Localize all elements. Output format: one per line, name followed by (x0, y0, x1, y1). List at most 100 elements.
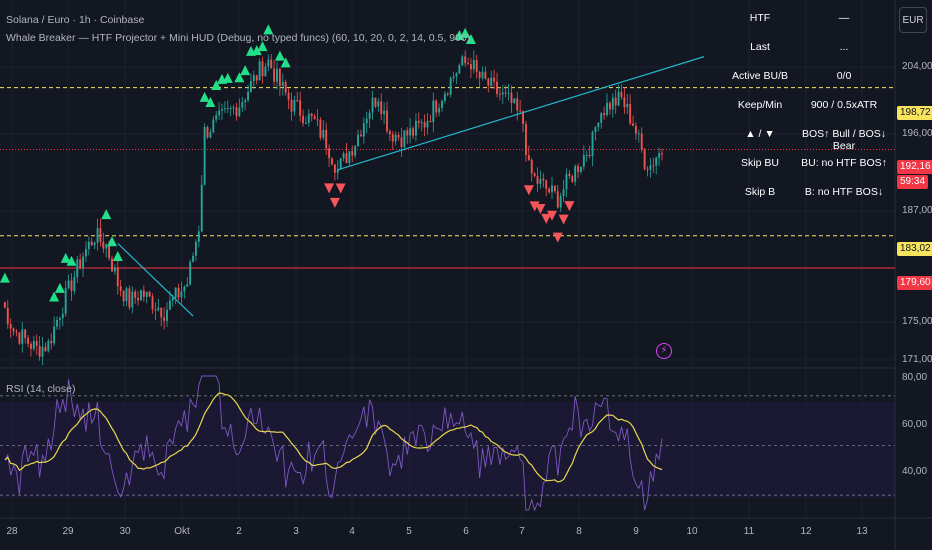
candle-body (151, 296, 154, 310)
bear-bos-marker (335, 183, 346, 194)
rsi-line (4, 375, 663, 512)
htf-low-label: 183,02 (897, 242, 932, 256)
support-level-label: 179,60 (897, 276, 932, 290)
candle-body (310, 113, 313, 117)
indicator-title[interactable]: Whale Breaker — HTF Projector + Mini HUD… (6, 32, 471, 44)
bear-bos-marker (552, 232, 563, 243)
time-tick: 10 (686, 526, 698, 537)
candle-body (513, 98, 516, 103)
lightning-icon[interactable]: ⚡ (656, 343, 672, 359)
rsi-tick: 80,00 (902, 372, 928, 383)
candle-body (180, 291, 183, 298)
hud-key: ▲ / ▼ (745, 128, 775, 140)
hud-value: 0/0 (836, 70, 852, 82)
candle-body (116, 267, 119, 287)
candle-body (203, 127, 206, 185)
candle-body (617, 91, 620, 106)
candle-body (525, 123, 527, 156)
candle-body (571, 175, 574, 182)
candle-body (145, 291, 148, 297)
candle-body (316, 119, 319, 121)
hud-value: B: no HTF BOS↓ (804, 186, 884, 198)
bear-bos-marker (541, 213, 552, 224)
symbol-title[interactable]: Solana / Euro · 1h · Coinbase (6, 14, 145, 26)
candle-body (322, 129, 325, 138)
bull-bos-marker (257, 41, 268, 52)
candle-body (73, 277, 76, 291)
candle-body (171, 297, 174, 301)
bull-bos-marker (101, 209, 112, 220)
candle-body (527, 155, 530, 161)
candle-body (32, 340, 35, 349)
hud-row-active: Active BU/B 0/0 (720, 70, 890, 99)
candle-body (47, 340, 50, 352)
candle-body (134, 291, 137, 298)
candle-body (140, 290, 142, 301)
bull-bos-marker (49, 291, 60, 302)
candle-body (35, 340, 38, 346)
candle-body (637, 133, 640, 135)
time-tick: 28 (6, 526, 18, 537)
rsi-tick: 60,00 (902, 419, 928, 430)
last-price-label: 192,16 (897, 160, 932, 174)
candle-body (458, 65, 461, 74)
bull-bos-marker (0, 272, 10, 283)
candle-body (250, 81, 252, 92)
trendlines[interactable] (117, 56, 705, 317)
candle-body (21, 329, 24, 344)
time-tick: Okt (174, 526, 190, 537)
candle-body (18, 332, 21, 344)
candle-body (258, 61, 261, 81)
candle-body (658, 153, 661, 158)
candle-body (154, 309, 157, 311)
bull-bos-marker (240, 65, 251, 76)
candle-body (137, 297, 139, 301)
candle-body (331, 158, 333, 165)
candle-body (403, 130, 406, 148)
bear-bos-marker (324, 183, 335, 194)
price-tick: 171,00 (902, 354, 932, 365)
bear-bos-marker (535, 203, 546, 214)
candle-body (585, 154, 588, 156)
time-tick: 8 (576, 526, 582, 537)
candle-body (209, 132, 212, 138)
candle-body (218, 110, 221, 116)
candle-body (302, 115, 304, 124)
candle-body (553, 185, 556, 192)
candle-body (87, 241, 90, 250)
candle-body (90, 241, 93, 246)
candle-body (296, 100, 299, 102)
candle-body (626, 104, 629, 108)
hud-row-keep: Keep/Min 900 / 0.5xATR (720, 99, 890, 128)
rsi-title[interactable]: RSI (14, close) (6, 383, 76, 395)
candle-body (61, 313, 64, 319)
candle-body (652, 165, 655, 167)
candle-body (79, 259, 82, 269)
candle-body (27, 337, 29, 344)
candle-body (394, 134, 397, 142)
candle-body (539, 178, 542, 184)
candle-body (284, 81, 287, 93)
candle-body (6, 307, 9, 325)
candle-body (333, 164, 336, 173)
candle-body (597, 122, 600, 128)
rsi-tick: 40,00 (902, 466, 928, 477)
candle-body (591, 131, 594, 157)
currency-button[interactable]: EUR (899, 7, 927, 33)
hud-key: Last (750, 41, 770, 53)
candle-body (189, 261, 192, 285)
horizontal-levels (0, 87, 895, 269)
time-tick: 9 (633, 526, 639, 537)
candle-body (501, 92, 504, 95)
hud-key: Skip BU (741, 157, 779, 169)
candle-body (655, 157, 658, 166)
candle-body (293, 100, 296, 112)
rsi-lines (0, 375, 895, 512)
candle-body (556, 191, 559, 208)
candle-body (105, 244, 108, 249)
candle-body (374, 97, 377, 107)
candle-body (195, 241, 197, 256)
candle-body (3, 302, 6, 308)
candle-body (354, 146, 357, 156)
